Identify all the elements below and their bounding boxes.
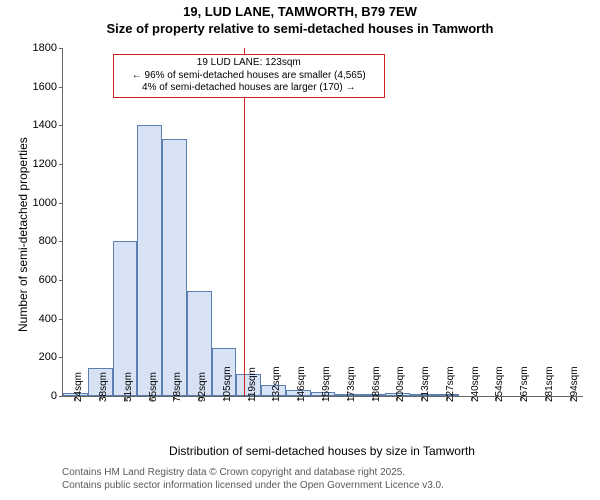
annotation-line2: ← 96% of semi-detached houses are smalle… (118, 70, 380, 83)
title-line1: 19, LUD LANE, TAMWORTH, B79 7EW (0, 4, 600, 19)
y-tick: 400 (39, 313, 63, 325)
x-tick: 65sqm (148, 372, 159, 402)
y-tick: 1000 (33, 197, 63, 209)
x-axis-label: Distribution of semi-detached houses by … (62, 444, 582, 458)
footer-line2: Contains public sector information licen… (62, 479, 444, 492)
y-tick: 200 (39, 351, 63, 363)
histogram-bar (137, 125, 162, 396)
x-tick: 200sqm (395, 366, 406, 402)
y-tick: 1200 (33, 158, 63, 170)
histogram-bar (162, 139, 187, 396)
annotation-line1: 19 LUD LANE: 123sqm (118, 57, 380, 70)
title-line2: Size of property relative to semi-detach… (0, 21, 600, 36)
x-tick: 240sqm (470, 366, 481, 402)
x-tick: 159sqm (321, 366, 332, 402)
x-tick: 281sqm (544, 366, 555, 402)
x-tick: 227sqm (445, 366, 456, 402)
footer-attribution: Contains HM Land Registry data © Crown c… (62, 466, 444, 492)
footer-line1: Contains HM Land Registry data © Crown c… (62, 466, 444, 479)
x-tick: 173sqm (346, 366, 357, 402)
x-tick: 213sqm (420, 366, 431, 402)
x-tick: 105sqm (222, 366, 233, 402)
y-tick: 1800 (33, 42, 63, 54)
x-tick: 92sqm (197, 372, 208, 402)
y-tick: 1600 (33, 81, 63, 93)
x-tick: 78sqm (172, 372, 183, 402)
y-tick: 0 (51, 390, 63, 402)
chart-container: 19, LUD LANE, TAMWORTH, B79 7EW Size of … (0, 0, 600, 500)
x-tick: 119sqm (247, 367, 258, 402)
x-tick: 51sqm (123, 372, 134, 402)
annotation-box: 19 LUD LANE: 123sqm← 96% of semi-detache… (113, 54, 385, 98)
y-tick: 1400 (33, 119, 63, 131)
x-tick: 146sqm (296, 366, 307, 402)
plot-area: 02004006008001000120014001600180024sqm38… (62, 48, 583, 397)
title-block: 19, LUD LANE, TAMWORTH, B79 7EW Size of … (0, 4, 600, 36)
x-tick: 294sqm (569, 366, 580, 402)
annotation-line3: 4% of semi-detached houses are larger (1… (118, 82, 380, 95)
x-tick: 132sqm (271, 366, 282, 402)
x-tick: 267sqm (519, 366, 530, 402)
x-tick: 186sqm (371, 366, 382, 402)
y-axis-label: Number of semi-detached properties (16, 137, 30, 332)
x-tick: 38sqm (98, 372, 109, 402)
x-tick: 24sqm (73, 372, 84, 402)
y-tick: 800 (39, 235, 63, 247)
x-tick: 254sqm (494, 366, 505, 402)
y-tick: 600 (39, 274, 63, 286)
marker-line (244, 48, 245, 396)
